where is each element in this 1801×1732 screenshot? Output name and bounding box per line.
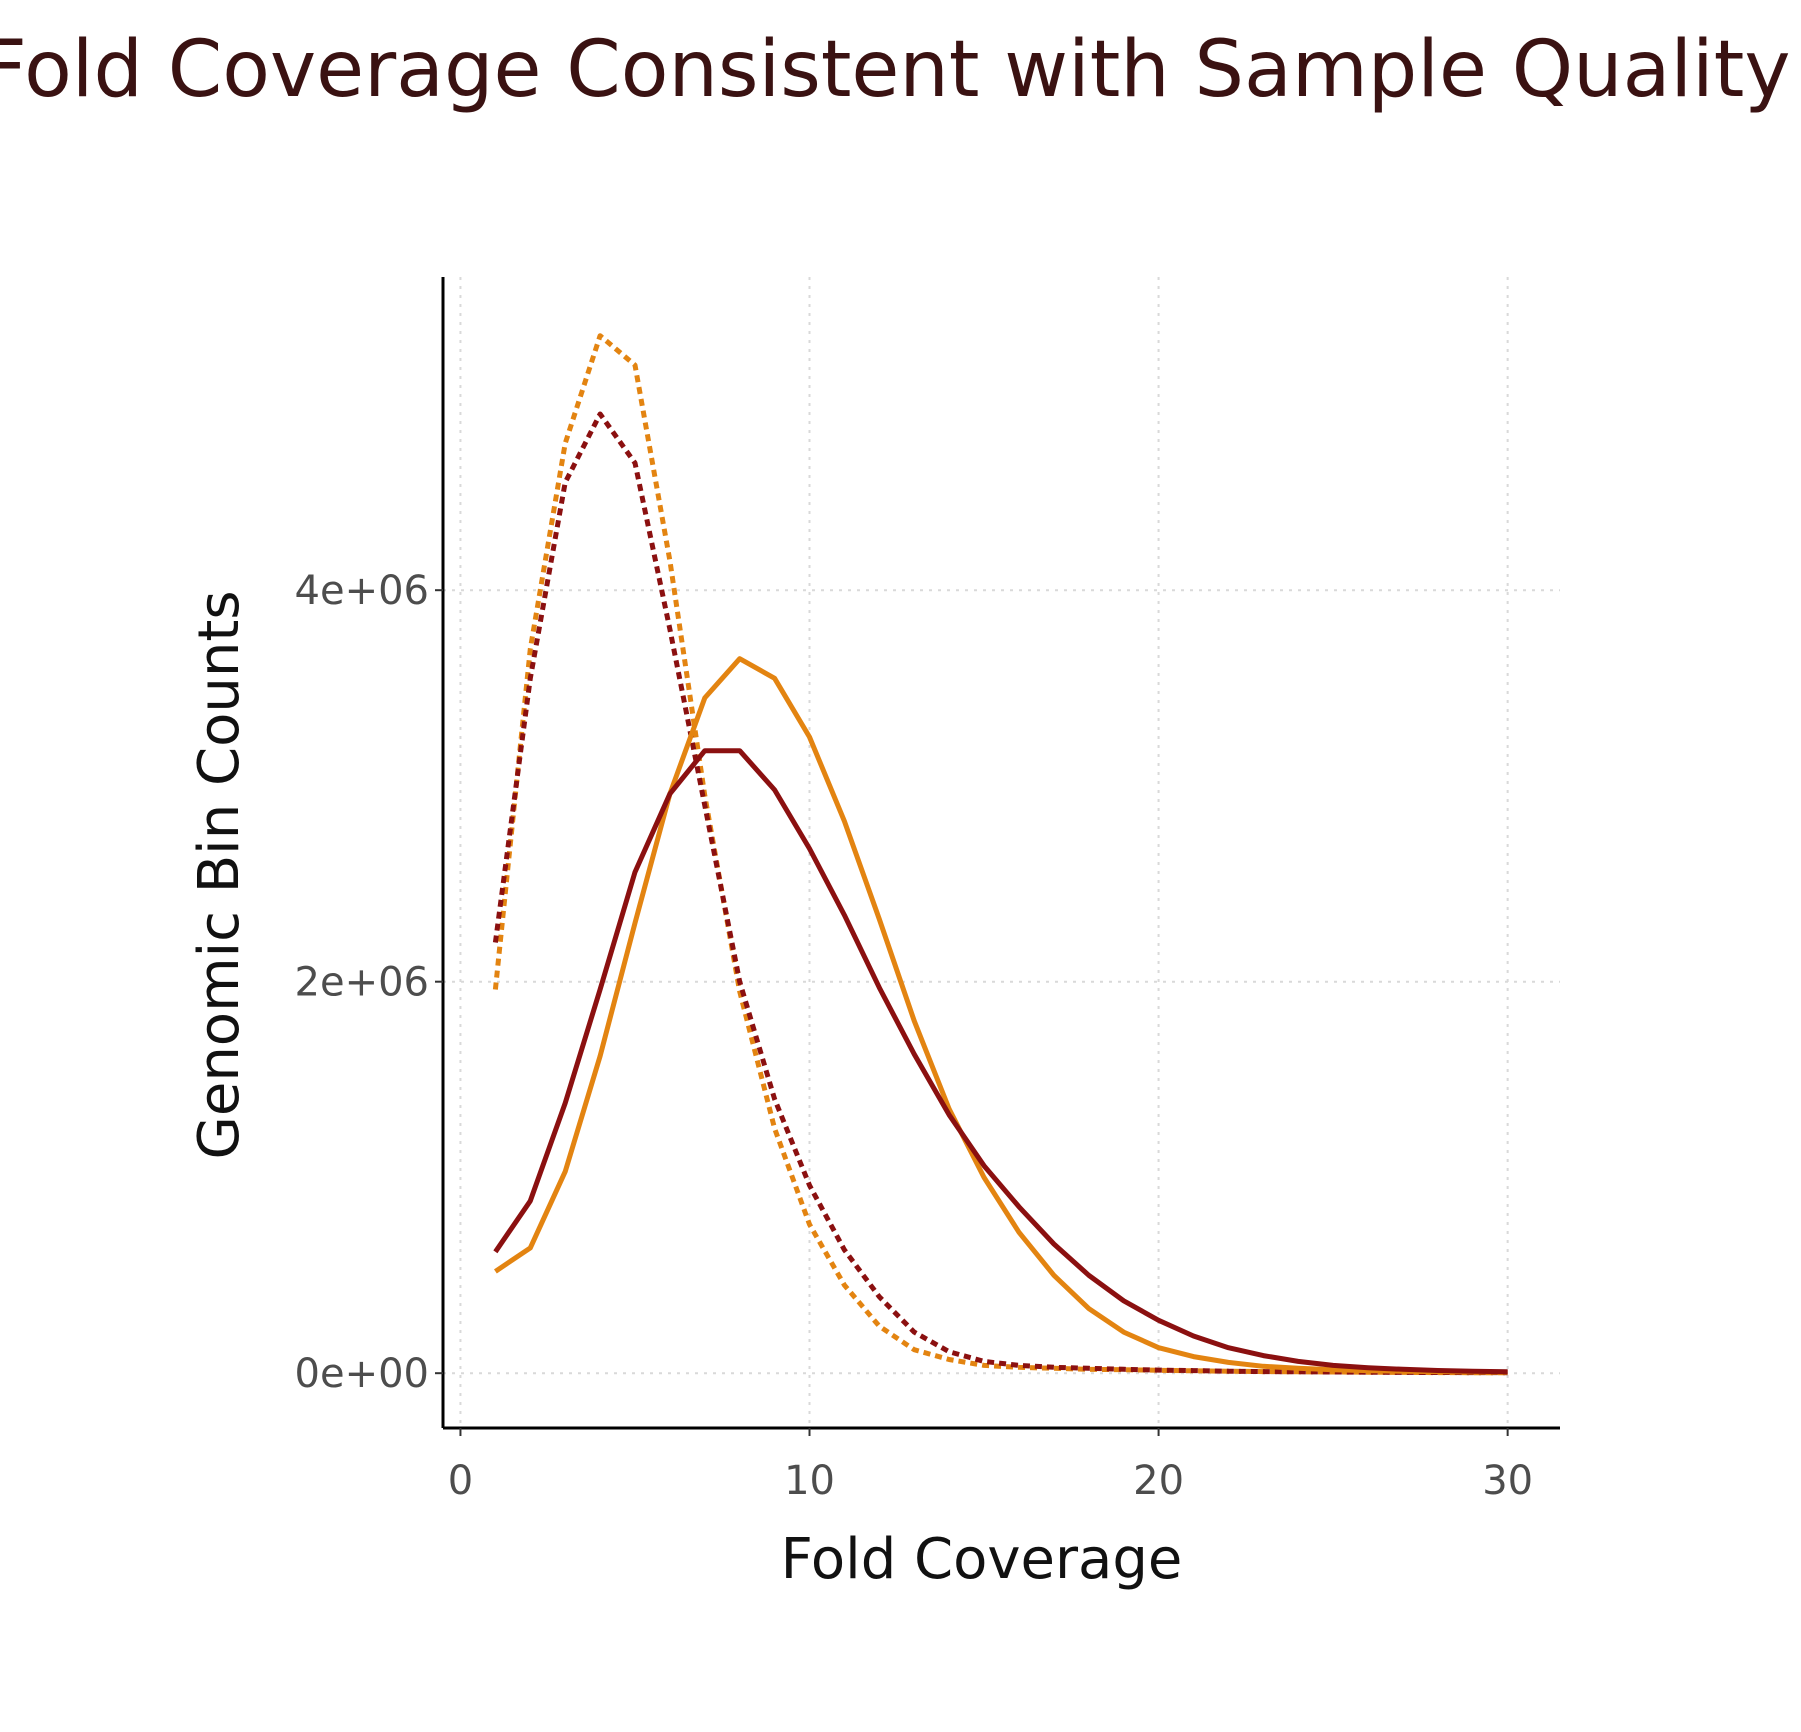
grid xyxy=(443,277,1560,1428)
x-axis-title: Fold Coverage xyxy=(781,1527,1183,1592)
series-line-solid xyxy=(493,748,1508,1375)
x-tick-label: 20 xyxy=(1133,1458,1184,1504)
x-tick-label: 10 xyxy=(784,1458,835,1504)
y-axis-title: Genomic Bin Counts xyxy=(187,590,252,1159)
x-tick-label: 30 xyxy=(1482,1458,1533,1504)
x-tick-label: 0 xyxy=(448,1458,473,1504)
plot-area xyxy=(492,333,1508,1376)
page-title: Fold Coverage Consistent with Sample Qua… xyxy=(0,25,1791,115)
y-tick-label: 4e+06 xyxy=(295,568,429,614)
series-line-dotted xyxy=(492,411,1508,1376)
y-tick-label: 0e+00 xyxy=(295,1351,429,1397)
axes xyxy=(441,277,1560,1430)
series-line-solid xyxy=(494,656,1508,1375)
tick-labels: 0 10 20 30 0e+00 2e+06 4e+06 xyxy=(295,568,1534,1504)
y-tick-label: 2e+06 xyxy=(295,960,429,1006)
series-line-dotted xyxy=(492,333,1508,1376)
